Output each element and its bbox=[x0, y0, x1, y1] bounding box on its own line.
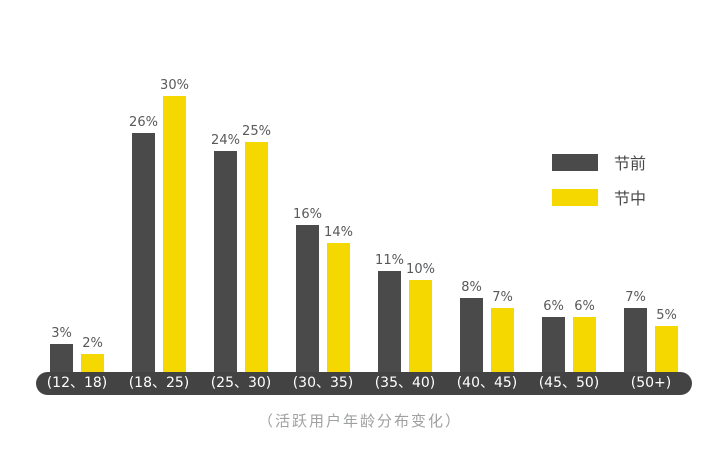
legend-swatch-mid-festival bbox=[552, 188, 598, 206]
legend-label-pre-festival: 节前 bbox=[614, 154, 647, 173]
bar-节中-(50+) bbox=[655, 326, 678, 372]
bar-column: 25% bbox=[242, 124, 271, 372]
legend-item-mid-festival: 节中 bbox=[552, 185, 646, 209]
bar-column: 16% bbox=[293, 207, 322, 372]
bar-group: 11% 10% bbox=[364, 253, 446, 372]
bar-column: 30% bbox=[160, 78, 189, 372]
x-axis-label: (18、25) bbox=[128, 375, 190, 391]
bar-节前-(18、25) bbox=[132, 133, 155, 372]
bar-group: 3% 2% bbox=[36, 326, 118, 372]
x-axis-bar: (12、18) (18、25) (25、30) (30、35) (35、40) (40、4… bbox=[36, 372, 692, 395]
value-label: 2% bbox=[82, 336, 103, 351]
legend-swatch-pre-festival bbox=[552, 153, 598, 171]
x-axis-label: (40、45) bbox=[456, 375, 518, 391]
bar-column: 5% bbox=[655, 308, 678, 372]
bar-column: 3% bbox=[50, 326, 73, 372]
bar-节前-(35、40) bbox=[378, 271, 401, 372]
bar-节前-(12、18) bbox=[50, 344, 73, 372]
value-label: 11% bbox=[375, 253, 404, 268]
bar-节中-(35、40) bbox=[409, 280, 432, 372]
bar-column: 10% bbox=[406, 262, 435, 372]
value-label: 30% bbox=[160, 78, 189, 93]
bar-节中-(45、50) bbox=[573, 317, 596, 372]
bar-group: 6% 6% bbox=[528, 299, 610, 372]
value-label: 26% bbox=[129, 115, 158, 130]
value-label: 25% bbox=[242, 124, 271, 139]
x-axis-label: (45、50) bbox=[538, 375, 600, 391]
legend-item-pre-festival: 节前 bbox=[552, 150, 646, 174]
bar-节中-(40、45) bbox=[491, 308, 514, 372]
bar-group: 7% 5% bbox=[610, 290, 692, 372]
bar-group: 24% 25% bbox=[200, 124, 282, 372]
bar-节中-(30、35) bbox=[327, 243, 350, 372]
bar-节前-(25、30) bbox=[214, 151, 237, 372]
bar-节前-(45、50) bbox=[542, 317, 565, 372]
value-label: 10% bbox=[406, 262, 435, 277]
bar-group: 26% 30% bbox=[118, 78, 200, 372]
x-axis-label: (12、18) bbox=[46, 375, 108, 391]
value-label: 6% bbox=[574, 299, 595, 314]
bar-节中-(18、25) bbox=[163, 96, 186, 372]
value-label: 6% bbox=[543, 299, 564, 314]
x-axis-label: (35、40) bbox=[374, 375, 436, 391]
bar-节前-(30、35) bbox=[296, 225, 319, 372]
bar-column: 6% bbox=[573, 299, 596, 372]
bar-column: 14% bbox=[324, 225, 353, 372]
bar-column: 7% bbox=[624, 290, 647, 372]
value-label: 8% bbox=[461, 280, 482, 295]
bar-plot: 3% 2% 26% 30% 24% 25% 16% 14% 11% 10% 8% 7% 6% 6% 7% 5% bbox=[36, 78, 692, 372]
x-axis-label: (25、30) bbox=[210, 375, 272, 391]
bar-column: 6% bbox=[542, 299, 565, 372]
bar-column: 26% bbox=[129, 115, 158, 372]
value-label: 3% bbox=[51, 326, 72, 341]
bar-节前-(50+) bbox=[624, 308, 647, 372]
x-axis-label: (50+) bbox=[630, 375, 672, 391]
value-label: 24% bbox=[211, 133, 240, 148]
bar-column: 11% bbox=[375, 253, 404, 372]
value-label: 14% bbox=[324, 225, 353, 240]
bar-column: 8% bbox=[460, 280, 483, 372]
bar-column: 7% bbox=[491, 290, 514, 372]
legend-label-mid-festival: 节中 bbox=[614, 189, 647, 208]
bar-节前-(40、45) bbox=[460, 298, 483, 372]
bar-group: 16% 14% bbox=[282, 207, 364, 372]
bar-节中-(12、18) bbox=[81, 354, 104, 372]
chart-caption: （活跃用户年龄分布变化） bbox=[257, 412, 462, 430]
x-axis-label: (30、35) bbox=[292, 375, 354, 391]
bar-column: 24% bbox=[211, 133, 240, 372]
value-label: 16% bbox=[293, 207, 322, 222]
bar-节中-(25、30) bbox=[245, 142, 268, 372]
bar-group: 8% 7% bbox=[446, 280, 528, 372]
bar-column: 2% bbox=[81, 336, 104, 372]
value-label: 5% bbox=[656, 308, 677, 323]
value-label: 7% bbox=[625, 290, 646, 305]
legend: 节前 节中 bbox=[552, 150, 646, 220]
value-label: 7% bbox=[492, 290, 513, 305]
